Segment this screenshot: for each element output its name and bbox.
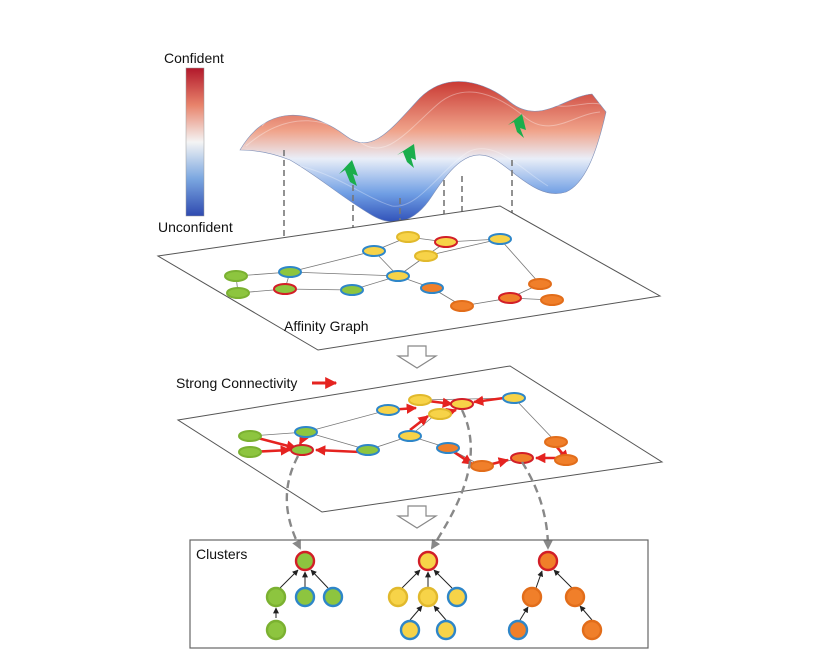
graph-node — [356, 444, 380, 456]
graph-node — [420, 282, 444, 294]
cluster-node — [399, 619, 421, 641]
cluster-green — [273, 569, 329, 618]
graph-node — [408, 394, 432, 406]
graph-node — [450, 300, 474, 312]
cluster-node — [537, 550, 559, 572]
cluster-node — [446, 586, 468, 608]
graph-node — [278, 266, 302, 278]
affinity-graph-nodes — [224, 231, 564, 312]
cluster-node — [507, 619, 529, 641]
graph-node — [470, 460, 494, 472]
strong-connectivity-label: Strong Connectivity — [176, 375, 298, 391]
graph-node — [414, 250, 438, 262]
cluster-node — [521, 586, 543, 608]
graph-node — [502, 392, 526, 404]
graph-node — [238, 430, 262, 442]
graph-node — [398, 430, 422, 442]
cluster-node — [417, 586, 439, 608]
graph-node — [290, 444, 314, 456]
clusters-label: Clusters — [196, 546, 248, 562]
clusters-box — [189, 539, 649, 649]
graph-node — [273, 283, 297, 295]
graph-node — [540, 294, 564, 306]
cluster-node — [322, 586, 344, 608]
graph-node — [428, 408, 452, 420]
stage-arrow-1 — [395, 345, 439, 369]
graph-node — [434, 236, 458, 248]
cluster-node — [265, 619, 287, 641]
graph-node — [544, 436, 568, 448]
graph-node — [554, 454, 578, 466]
graph-node — [224, 270, 248, 282]
confidence-colorbar — [185, 67, 205, 217]
cluster-node — [294, 586, 316, 608]
graph-node — [294, 426, 318, 438]
stage-arrow-2 — [395, 505, 439, 529]
unconfident-label: Unconfident — [158, 219, 233, 235]
graph-node — [528, 278, 552, 290]
cluster-node — [435, 619, 457, 641]
cluster-orange — [519, 569, 593, 621]
graph-node — [488, 233, 512, 245]
cluster-node — [581, 619, 603, 641]
strong-connectivity-nodes — [238, 392, 578, 472]
graph-node — [376, 404, 400, 416]
cluster-node — [265, 586, 287, 608]
cluster-node — [387, 586, 409, 608]
graph-node — [238, 446, 262, 458]
graph-node — [450, 398, 474, 410]
graph-node — [436, 442, 460, 454]
graph-node — [340, 284, 364, 296]
affinity-graph-label: Affinity Graph — [284, 318, 369, 334]
graph-node — [396, 231, 420, 243]
graph-node — [362, 245, 386, 257]
confidence-surface — [239, 57, 607, 223]
graph-node — [386, 270, 410, 282]
cluster-node — [294, 550, 316, 572]
cluster-node — [564, 586, 586, 608]
cluster-node — [417, 550, 439, 572]
confident-label: Confident — [164, 50, 224, 66]
graph-node — [226, 287, 250, 299]
graph-node — [498, 292, 522, 304]
uphill-arrows — [339, 114, 526, 186]
graph-node — [510, 452, 534, 464]
cluster-yellow — [401, 569, 453, 621]
